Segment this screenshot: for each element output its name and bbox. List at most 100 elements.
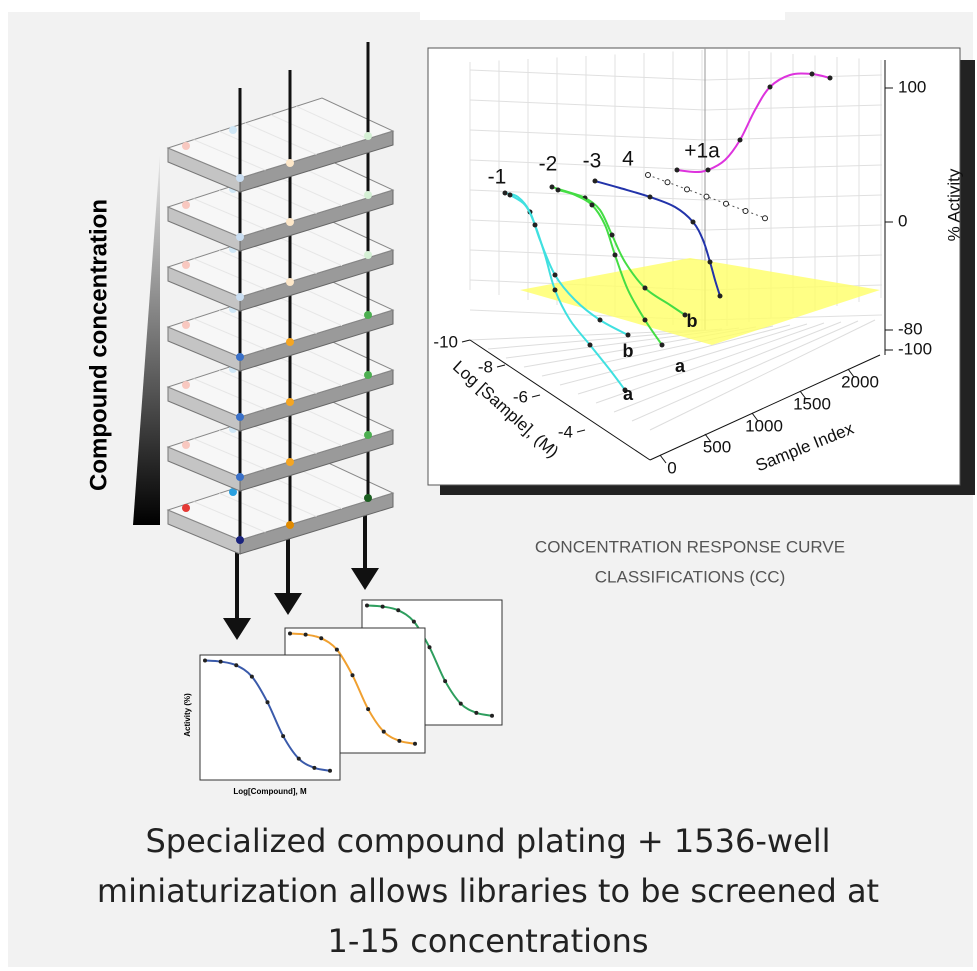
x-tick-label: -6	[513, 387, 528, 406]
well-dot	[364, 251, 372, 259]
mini-point	[382, 730, 386, 734]
mini-point	[474, 711, 478, 715]
well-dot	[182, 261, 190, 269]
mini-point	[219, 660, 223, 664]
curve-point	[588, 343, 593, 348]
mini-plot-panel	[200, 655, 340, 780]
well-dot	[236, 353, 244, 361]
caption: CONCENTRATION RESPONSE CURVE	[535, 537, 845, 556]
mini-point	[396, 608, 400, 612]
well-dot	[182, 321, 190, 329]
curve-point	[660, 343, 665, 348]
well-dot	[236, 536, 244, 544]
well-dot	[286, 521, 294, 529]
well-dot	[236, 233, 244, 241]
y-tick-label: 1500	[793, 394, 831, 413]
mini-point	[428, 645, 432, 649]
series-label: -3	[583, 150, 602, 173]
curve-point	[704, 194, 709, 199]
mini-point	[351, 673, 355, 677]
well-dot	[286, 278, 294, 286]
well-dot	[364, 311, 372, 319]
mini-point	[312, 766, 316, 770]
curve-point	[724, 201, 729, 206]
curve-point	[598, 318, 603, 323]
curve-point	[553, 273, 558, 278]
curve-tag: b	[687, 311, 698, 331]
curve-point	[626, 333, 631, 338]
curve-point	[665, 180, 670, 185]
well-dot	[182, 142, 190, 150]
well-dot	[286, 458, 294, 466]
curve-point	[533, 223, 538, 228]
well-dot	[364, 132, 372, 140]
curve-point	[590, 203, 595, 208]
well-dot	[364, 431, 372, 439]
mini-point	[365, 603, 369, 607]
mini-point	[266, 700, 270, 704]
well-dot	[182, 441, 190, 449]
mini-point	[490, 714, 494, 718]
mini-point	[459, 702, 463, 706]
curve-point	[643, 318, 648, 323]
series-label: +1a	[684, 140, 720, 163]
curve-tag: b	[623, 341, 634, 361]
mini-x-title: Log[Compound], M	[233, 787, 307, 796]
footer-text: Specialized compound plating + 1536-well	[145, 822, 830, 860]
curve-point	[763, 216, 768, 221]
left-label: Compound concentration	[85, 199, 112, 491]
mini-point	[234, 663, 238, 667]
y-tick-label: 2000	[841, 372, 879, 391]
z-tick-label: -100	[898, 339, 932, 358]
z-axis-title: % Activity	[944, 168, 963, 241]
well-dot	[236, 174, 244, 182]
curve-point	[738, 138, 743, 143]
mini-point	[335, 648, 339, 652]
well-dot	[364, 494, 372, 502]
curve-point	[593, 179, 598, 184]
curve-point	[508, 193, 513, 198]
mini-point	[288, 631, 292, 635]
well-dot	[286, 159, 294, 167]
well-dot	[236, 413, 244, 421]
curve-tag: a	[623, 384, 634, 404]
curve-point	[718, 294, 723, 299]
mini-point	[413, 742, 417, 746]
curve-point	[810, 72, 815, 77]
z-tick-label: 0	[898, 211, 907, 230]
y-tick-label: 0	[667, 458, 676, 477]
x-tick-label: -4	[558, 422, 573, 441]
mini-point	[366, 707, 370, 711]
well-dot	[286, 218, 294, 226]
well-dot	[182, 504, 190, 512]
mini-point	[412, 620, 416, 624]
mini-point	[250, 675, 254, 679]
mini-point	[381, 605, 385, 609]
curve-point	[708, 260, 713, 265]
mini-point	[397, 739, 401, 743]
z-tick-label: -80	[898, 319, 923, 338]
curve-point	[675, 168, 680, 173]
background-notch	[420, 8, 785, 20]
mini-y-title: Activity (%)	[183, 693, 192, 737]
curve-point	[828, 76, 833, 81]
well-dot	[182, 201, 190, 209]
curve-point	[550, 185, 555, 190]
z-tick-label: 100	[898, 77, 926, 96]
mini-point	[203, 658, 207, 662]
curve-point	[648, 195, 653, 200]
curve-tag: a	[675, 356, 686, 376]
well-dot	[364, 371, 372, 379]
mini-point	[443, 679, 447, 683]
well-dot	[229, 126, 237, 134]
curve-point	[503, 191, 508, 196]
figure: Compound concentration -1-2-34+1ababa100…	[0, 0, 977, 971]
series-label: -2	[539, 153, 558, 176]
footer-text: 1-15 concentrations	[327, 922, 648, 960]
curve-point	[556, 188, 561, 193]
well-dot	[364, 191, 372, 199]
curve-point	[643, 286, 648, 291]
curve-point	[646, 173, 651, 178]
y-tick-label: 500	[703, 437, 731, 456]
well-dot	[236, 473, 244, 481]
